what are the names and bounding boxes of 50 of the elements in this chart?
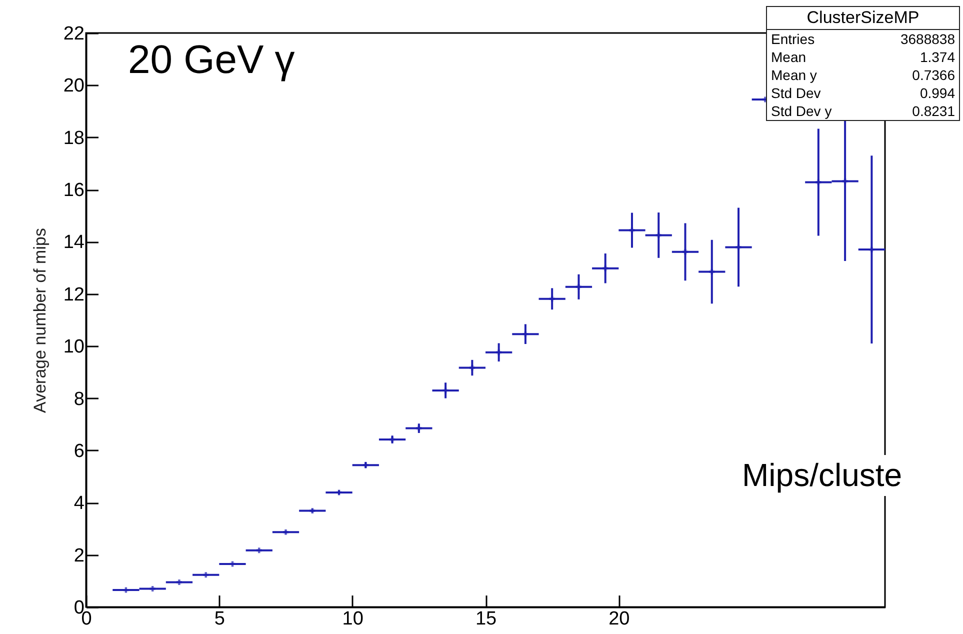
y-tick-label: 12 [63, 284, 84, 306]
x-tick-label: 10 [342, 608, 364, 630]
point [469, 365, 475, 370]
point [496, 350, 502, 356]
point [150, 586, 156, 592]
point [123, 587, 129, 593]
point [230, 561, 236, 567]
text: ClusterSizeMP [767, 7, 959, 30]
y-tick-label: 14 [63, 232, 85, 254]
text: 1.374 [920, 49, 955, 65]
point [442, 388, 448, 394]
x-tick-label: 20 [608, 608, 630, 630]
point [256, 548, 262, 554]
y-tick-label: 6 [74, 440, 84, 462]
x-tick-label: 15 [475, 608, 497, 630]
point [176, 579, 182, 585]
point [868, 246, 874, 252]
y-tick-label: 22 [63, 24, 84, 44]
point [576, 284, 582, 290]
point [816, 180, 822, 185]
annotation: 20 GeV γ [128, 38, 295, 83]
annotation: Std Dev y [771, 103, 832, 119]
annotation: Std Dev [771, 85, 821, 101]
y-tick-label: 8 [74, 388, 84, 410]
y-tick-label: 2 [74, 545, 84, 566]
point [842, 178, 848, 184]
annotation: Mips/cluste [738, 455, 906, 496]
text: 3688838 [900, 31, 955, 47]
text: 0.8231 [912, 103, 955, 119]
point [629, 228, 635, 233]
point [549, 296, 555, 302]
annotation: Entries [771, 31, 815, 47]
point [522, 331, 528, 337]
point [736, 244, 742, 250]
point [682, 249, 688, 255]
y-tick-label: 20 [63, 76, 84, 97]
x-tick-label: 5 [214, 608, 225, 630]
point [709, 268, 715, 274]
point [602, 266, 608, 272]
y-tick-label: 16 [63, 180, 84, 202]
text: 0.994 [920, 85, 955, 101]
y-tick-label: 18 [63, 128, 84, 149]
y-tick-label: 4 [74, 493, 85, 514]
y-tick-label: 10 [63, 336, 84, 358]
point [656, 232, 662, 238]
annotation: Mean y [771, 67, 817, 83]
point [203, 572, 209, 578]
text: 0.7366 [912, 67, 955, 83]
y-axis-title: Average number of mips [30, 228, 50, 413]
annotation: Mean [771, 49, 806, 65]
